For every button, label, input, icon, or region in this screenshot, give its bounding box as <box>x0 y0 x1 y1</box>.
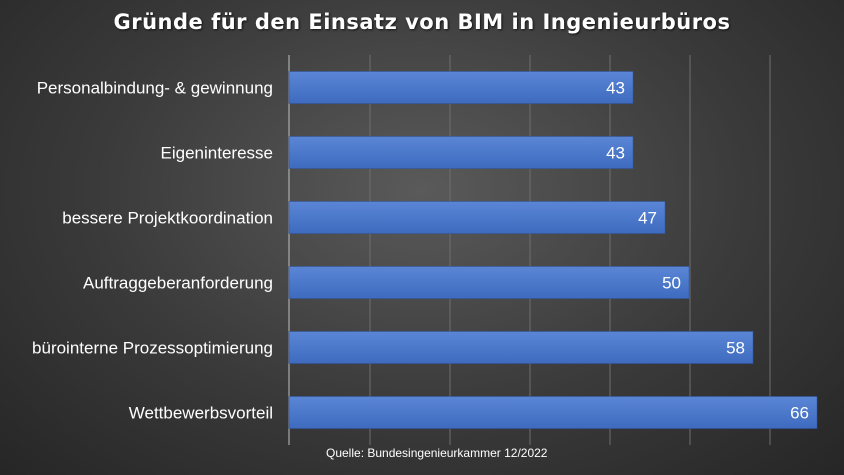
gridlines <box>288 55 771 445</box>
value-label-2: 47 <box>638 209 657 228</box>
chart-title: Gründe für den Einsatz von BIM in Ingeni… <box>113 10 731 34</box>
value-label-3: 50 <box>662 274 681 293</box>
labels: Personalbindung- & gewinnung 43 Eigeninter… <box>32 79 809 423</box>
category-label-1: Eigeninteresse <box>161 144 273 163</box>
category-label-5: Wettbewerbsvorteil <box>129 404 273 423</box>
bar-0 <box>288 71 634 104</box>
bar-3 <box>288 266 690 299</box>
value-label-0: 43 <box>606 79 625 98</box>
category-label-0: Personalbindung- & gewinnung <box>37 79 273 98</box>
value-label-5: 66 <box>790 404 809 423</box>
value-label-1: 43 <box>606 144 625 163</box>
category-label-2: bessere Projektkoordination <box>62 209 273 228</box>
bars <box>288 71 818 429</box>
value-label-4: 58 <box>726 339 745 358</box>
bar-1 <box>288 136 634 169</box>
bar-2 <box>288 201 666 234</box>
bar-4 <box>288 331 754 364</box>
source-note: Quelle: Bundesingenieurkammer 12/2022 <box>326 446 548 460</box>
bar-5 <box>288 396 818 429</box>
category-label-3: Auftraggeberanforderung <box>83 274 273 293</box>
category-label-4: bürointerne Prozessoptimierung <box>32 339 273 358</box>
